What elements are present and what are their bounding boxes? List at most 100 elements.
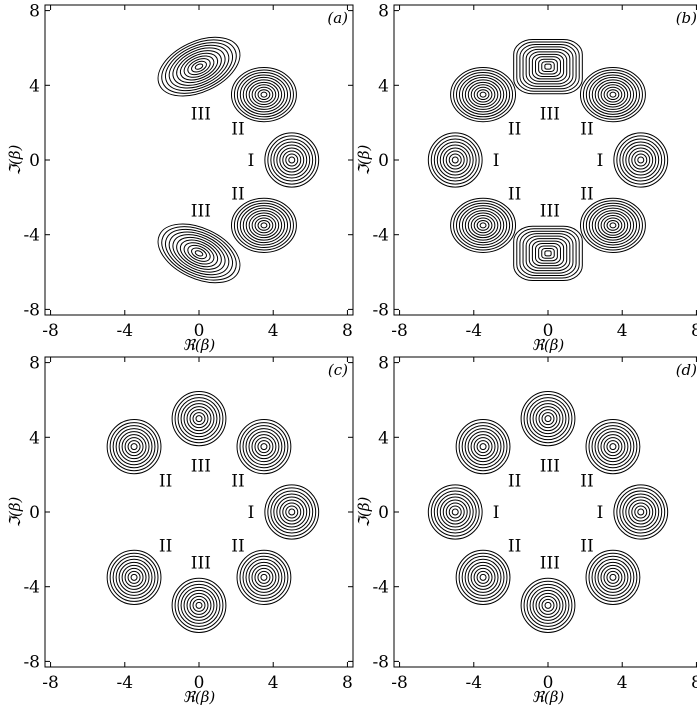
contour-line [109, 552, 159, 602]
contour-line [242, 425, 286, 469]
contour-line [448, 505, 462, 519]
contour-line [450, 197, 517, 253]
contour-layer [427, 39, 669, 281]
region-label: II [231, 185, 244, 205]
panel-label: (a) [327, 9, 348, 27]
contour-peak [264, 484, 320, 540]
contour-line [591, 76, 635, 113]
contour-line [532, 403, 564, 435]
contour-line [464, 558, 502, 596]
region-label: II [580, 185, 593, 205]
contour-line [183, 55, 215, 78]
contour-line [186, 406, 212, 432]
contour-line [248, 431, 280, 463]
contour-line [529, 586, 567, 624]
panel-label: (b) [676, 9, 697, 27]
region-label: I [248, 503, 255, 523]
contour-line [168, 231, 230, 276]
contour-line [276, 496, 308, 528]
contour-line [183, 589, 215, 621]
contour-peak [450, 67, 517, 123]
contour-line [622, 141, 660, 179]
contour-line [600, 564, 626, 590]
contour-line [276, 144, 308, 176]
x-tick-label: 8 [342, 321, 353, 341]
region-label: II [580, 537, 593, 557]
contour-line [106, 419, 162, 475]
contour-line [467, 212, 499, 239]
contour-line [430, 135, 480, 185]
x-tick-label: -8 [42, 321, 59, 341]
contour-line [273, 493, 311, 531]
x-tick-label: 0 [194, 321, 205, 341]
contour-line [187, 58, 211, 76]
contour-line [588, 74, 638, 115]
contour-line [270, 490, 314, 534]
contour-line [251, 434, 277, 460]
contour-line [588, 205, 638, 246]
contour-line [192, 598, 206, 612]
x-tick-label: 8 [342, 673, 353, 693]
contour-line [433, 490, 477, 534]
x-axis-title: ℜ(β) [532, 688, 565, 706]
contour-line [251, 564, 277, 590]
contour-line [591, 555, 635, 599]
contour-line [254, 217, 274, 234]
contour-line [528, 238, 568, 269]
y-tick-label: -8 [372, 300, 389, 320]
y-tick-label: 0 [29, 503, 40, 523]
contour-line [541, 61, 555, 73]
region-label: III [191, 104, 211, 124]
contour-line [267, 487, 317, 537]
contour-line [174, 580, 224, 630]
contour-line [609, 222, 617, 229]
contour-line [442, 499, 468, 525]
region-label: III [540, 104, 560, 124]
region-label: I [493, 151, 500, 171]
contour-peak [171, 391, 227, 447]
contour-line [470, 215, 496, 236]
contour-line [519, 43, 577, 90]
contour-line [464, 428, 502, 466]
x-axis-title: ℜ(β) [183, 336, 216, 354]
contour-line [455, 202, 511, 249]
contour-line [606, 219, 620, 231]
contour-line [436, 141, 474, 179]
contour-line [603, 567, 623, 587]
contour-line [233, 200, 294, 251]
contour-line [177, 583, 221, 627]
contour-line [609, 573, 617, 581]
contour-line [273, 141, 311, 179]
contour-line [479, 443, 487, 451]
contour-line [458, 422, 508, 472]
contour-line [439, 144, 471, 176]
x-tick-label: 4 [268, 321, 279, 341]
contour-line [157, 36, 241, 97]
contour-line [242, 555, 286, 599]
contour-line [535, 56, 561, 77]
contour-line [195, 601, 203, 609]
contour-line [112, 555, 156, 599]
contour-line [251, 84, 277, 105]
contour-line [254, 437, 274, 457]
contour-line [248, 81, 280, 108]
contour-line [115, 558, 153, 596]
contour-line [451, 508, 459, 516]
region-label: II [159, 471, 172, 491]
contour-line [270, 138, 314, 182]
x-tick-label: 8 [691, 321, 697, 341]
contour-line [288, 156, 296, 164]
contour-line [445, 502, 465, 522]
region-label: II [508, 119, 521, 139]
contour-line [455, 71, 511, 118]
contour-line [516, 41, 580, 92]
contour-line [544, 415, 552, 423]
contour-line [187, 244, 211, 262]
contour-line [260, 91, 268, 98]
contour-peak [230, 197, 297, 253]
contour-line [525, 48, 571, 85]
contour-line [473, 437, 493, 457]
contour-line [591, 207, 635, 244]
contour-peak [579, 197, 646, 253]
contour-line [245, 79, 283, 110]
